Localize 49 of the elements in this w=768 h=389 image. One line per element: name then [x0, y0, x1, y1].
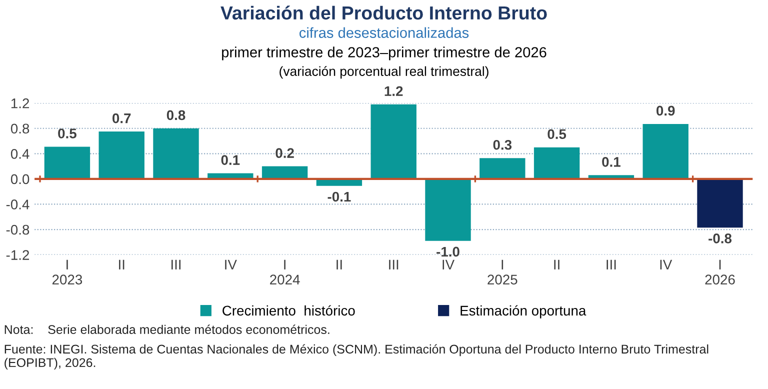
data-label: 0.8 — [166, 110, 186, 120]
x-tick-label: IV — [442, 260, 454, 270]
data-label: 0.2 — [276, 148, 294, 158]
x-tick-label: III — [389, 260, 398, 270]
data-label: -0.8 — [708, 234, 732, 244]
data-label: 0.7 — [112, 113, 131, 124]
data-label: 0.5 — [58, 128, 76, 138]
x-tick-label: II — [119, 260, 124, 270]
data-label: 0.3 — [493, 140, 512, 150]
x-tick-label: I 2024 — [270, 260, 300, 285]
x-tick-label: IV — [660, 260, 672, 270]
y-tick-label: 1.2 — [11, 98, 30, 108]
bar — [98, 132, 144, 179]
bar — [534, 147, 580, 179]
y-tick-label: -0.8 — [6, 224, 30, 235]
x-tick-label: III — [171, 260, 181, 270]
bar — [642, 124, 688, 179]
x-tick-label: II — [336, 260, 342, 270]
legend-label: Crecimiento histórico — [222, 305, 355, 316]
data-label: 0.9 — [656, 106, 675, 116]
x-tick-label: I 2025 — [488, 260, 518, 285]
y-tick-label: 0.0 — [10, 174, 30, 184]
data-label: 1.2 — [384, 86, 403, 96]
x-tick-label: I 2026 — [705, 260, 735, 285]
chart-subtitle: cifras desestacionalizadas primer trimestre de 2023–primer trimestre de 2026 (variación porcentual real trimestral) — [222, 27, 546, 79]
data-label: -0.1 — [328, 192, 351, 202]
x-tick-label: III — [606, 260, 616, 270]
x-tick-label: II — [554, 260, 560, 270]
source-note: Fuente: INEGI. Sistema de Cuentas Nacionales de México (SCNM). Estimación Oportuna del Producto Interno Bruto Trimestral (EOPIBT), 2026. — [4, 344, 708, 370]
x-tick-label: I 2023 — [52, 260, 82, 285]
data-label: -1.0 — [436, 246, 460, 257]
data-label: 0.1 — [221, 155, 240, 165]
x-tick-label: IV — [225, 260, 237, 270]
bar — [262, 166, 308, 179]
y-tick-label: 0.8 — [10, 124, 30, 134]
legend-label: Estimación oportuna — [460, 305, 586, 318]
bar — [480, 158, 526, 179]
bar — [425, 178, 471, 241]
y-tick-label: -1.2 — [6, 250, 30, 260]
text: Nota: Serie elaborada mediante métodos econométricos. — [4, 324, 330, 334]
chart-title: Variación del Producto Interno Bruto — [220, 6, 547, 20]
bar — [697, 178, 743, 228]
bar — [44, 146, 90, 179]
bar — [153, 128, 199, 179]
y-tick-label: -0.4 — [6, 200, 30, 210]
data-label: 0.1 — [602, 157, 620, 167]
y-tick-label: 0.4 — [10, 148, 30, 159]
data-label: 0.5 — [548, 129, 566, 140]
bar — [370, 104, 416, 179]
